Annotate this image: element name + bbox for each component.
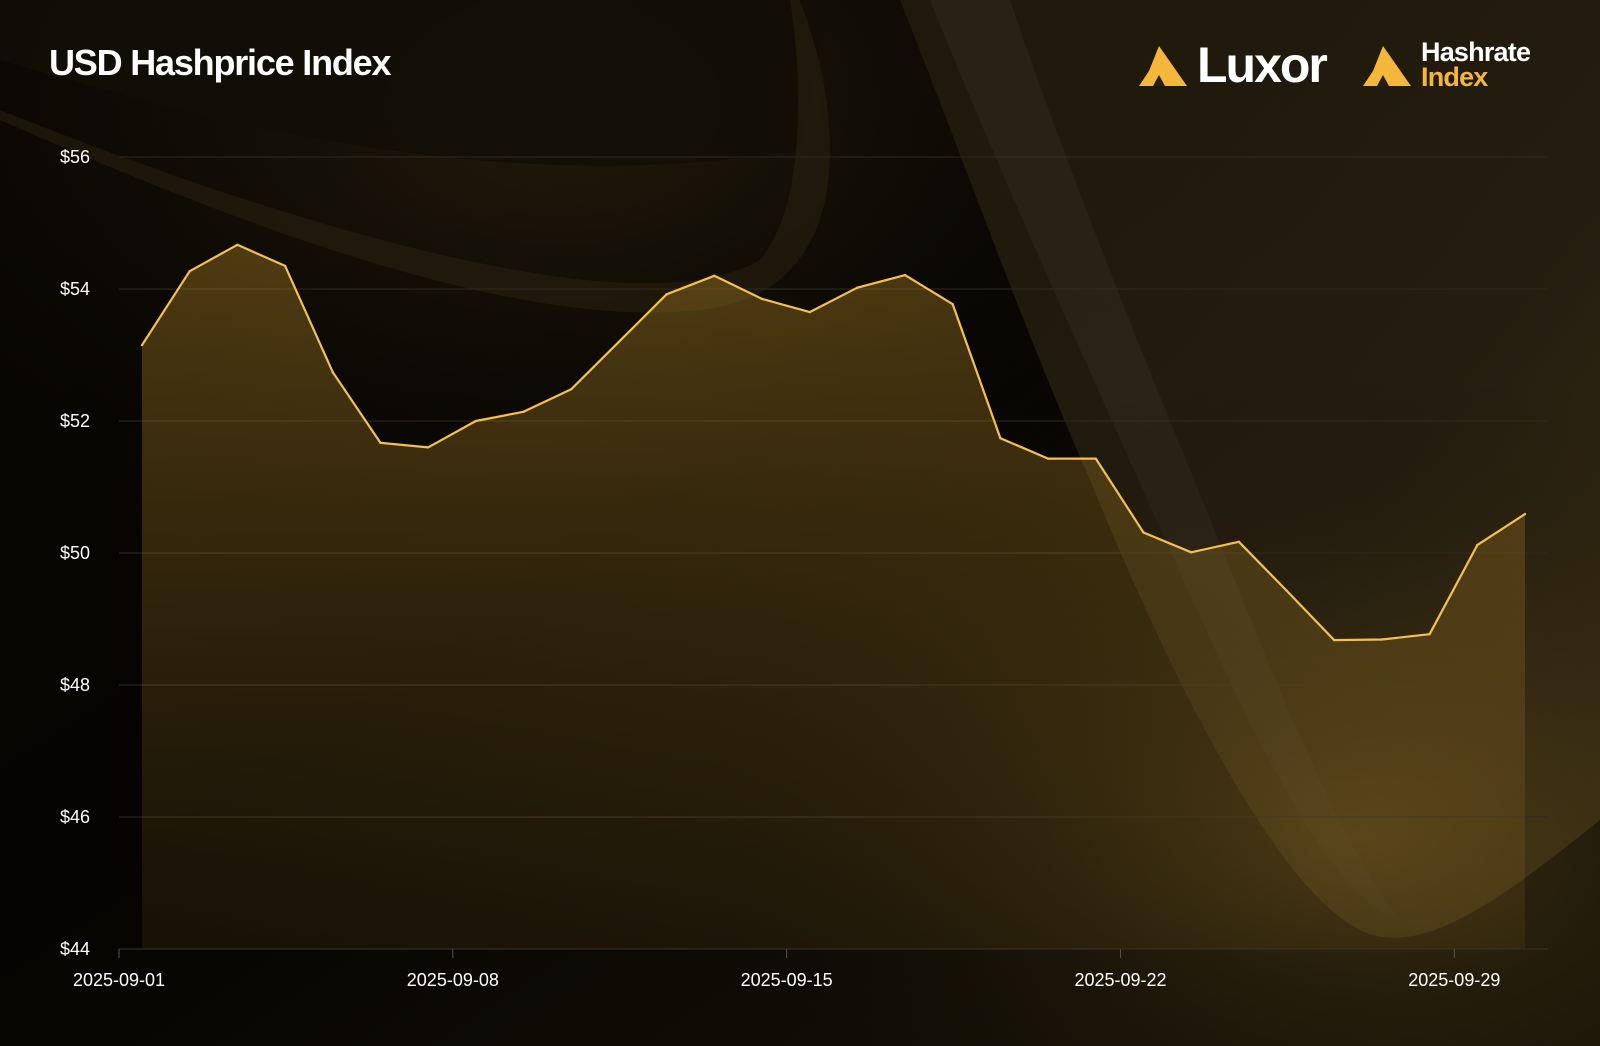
luxor-wordmark: Luxor bbox=[1197, 37, 1328, 93]
data-point bbox=[1190, 551, 1193, 554]
y-tick-label: $44 bbox=[60, 939, 90, 959]
luxor-mountain-icon bbox=[1139, 46, 1187, 86]
data-point bbox=[760, 297, 764, 301]
series-line bbox=[141, 243, 1526, 642]
y-tick-label: $54 bbox=[60, 279, 90, 299]
data-point bbox=[331, 371, 334, 374]
series-area bbox=[142, 244, 1525, 950]
data-point bbox=[1428, 633, 1431, 636]
data-point bbox=[283, 264, 287, 268]
data-point bbox=[1523, 512, 1527, 516]
data-point bbox=[808, 310, 811, 314]
data-point bbox=[522, 410, 525, 413]
hashrate-index-mountain-icon bbox=[1363, 46, 1411, 86]
data-point bbox=[665, 293, 668, 296]
hashrate-wordmark: Hashrate bbox=[1421, 37, 1531, 67]
index-wordmark: Index bbox=[1421, 62, 1488, 92]
page-title: USD Hashprice Index bbox=[49, 42, 392, 83]
data-point bbox=[1380, 638, 1384, 641]
data-point bbox=[236, 243, 239, 246]
data-point bbox=[951, 303, 954, 306]
luxor-logo: Luxor bbox=[1137, 37, 1328, 93]
x-tick-label: 2025-09-01 bbox=[73, 970, 165, 990]
data-point bbox=[856, 286, 859, 289]
data-point bbox=[903, 273, 907, 277]
data-point bbox=[713, 274, 716, 277]
data-point bbox=[999, 437, 1002, 440]
data-point bbox=[1237, 540, 1241, 543]
y-tick-label: $52 bbox=[60, 411, 90, 431]
x-tick-label: 2025-09-15 bbox=[741, 970, 833, 990]
data-point bbox=[1333, 638, 1336, 642]
y-tick-label: $46 bbox=[60, 807, 90, 827]
y-tick-label: $48 bbox=[60, 675, 90, 695]
data-point bbox=[140, 343, 144, 347]
data-point bbox=[1094, 457, 1098, 460]
data-point bbox=[1476, 543, 1479, 547]
x-tick-label: 2025-09-22 bbox=[1074, 970, 1166, 990]
data-point bbox=[474, 419, 477, 423]
y-tick-label: $56 bbox=[60, 147, 90, 167]
data-point bbox=[1046, 457, 1050, 460]
data-point bbox=[570, 388, 573, 391]
data-point bbox=[379, 441, 382, 444]
x-tick-label: 2025-09-29 bbox=[1408, 970, 1500, 990]
data-point bbox=[1285, 589, 1288, 592]
hashrate-index-logo: Hashrate Index bbox=[1361, 37, 1531, 92]
x-tick-label: 2025-09-08 bbox=[407, 970, 499, 990]
data-point bbox=[188, 270, 191, 273]
data-point bbox=[426, 446, 430, 449]
data-point bbox=[617, 340, 621, 343]
data-point bbox=[1142, 531, 1145, 534]
y-tick-label: $50 bbox=[60, 543, 90, 563]
